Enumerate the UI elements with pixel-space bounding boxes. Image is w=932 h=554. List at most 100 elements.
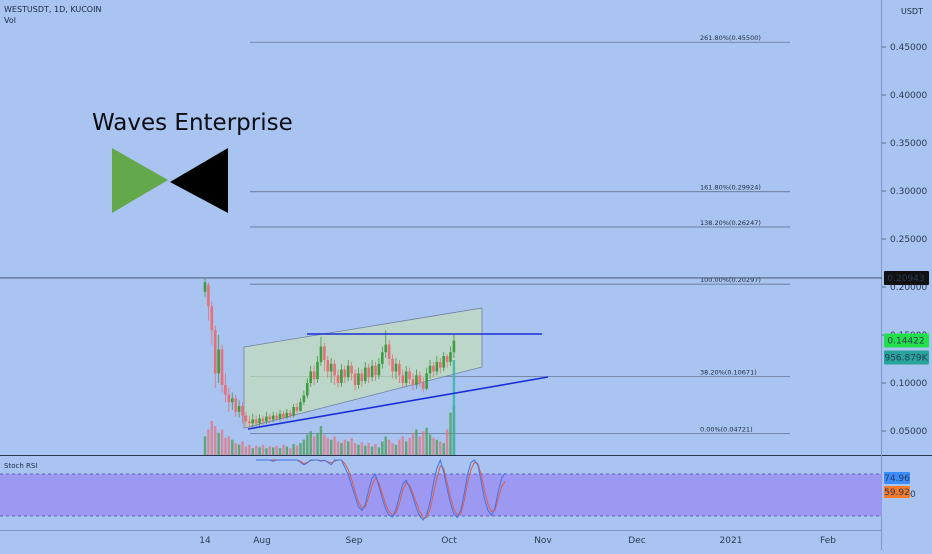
candle-body <box>251 419 255 424</box>
stoch-k-value: 74.96 <box>884 474 910 484</box>
volume-bar <box>282 444 285 455</box>
candle-body <box>203 282 207 292</box>
currency-label: USDT <box>901 7 923 16</box>
volume-label: Vol <box>4 16 16 25</box>
candle-body <box>292 407 295 416</box>
volume-bar <box>442 443 445 455</box>
volume-bar <box>381 441 384 455</box>
candle-body <box>411 379 415 385</box>
candle-body <box>452 340 456 353</box>
candle-body <box>213 330 217 374</box>
candle-body <box>374 365 377 376</box>
candle-body <box>326 359 330 372</box>
volume-bar <box>220 429 224 455</box>
candle-body <box>210 306 214 331</box>
candle-body <box>285 412 289 418</box>
volume-bar <box>224 438 227 455</box>
volume-bar <box>394 444 398 455</box>
volume-bar <box>258 447 261 455</box>
candle-body <box>340 369 343 383</box>
y-tick-label: 0.10000 <box>890 379 927 389</box>
logo-black-triangle <box>170 148 228 213</box>
volume-bar <box>364 445 367 455</box>
candle-body <box>254 419 258 424</box>
candle-body <box>432 365 435 372</box>
candle-body <box>258 418 261 424</box>
candle-body <box>268 416 272 420</box>
candle-body <box>387 344 391 359</box>
candle-body <box>217 349 220 374</box>
volume-bar <box>374 443 377 455</box>
volume-bar <box>309 431 312 455</box>
candle-body <box>391 359 394 372</box>
candle-body <box>421 383 425 389</box>
price-tag-label: 0.20943 <box>887 274 924 284</box>
candle-body <box>282 413 285 418</box>
candle-body <box>271 415 275 420</box>
candle-body <box>265 416 268 422</box>
candle-body <box>230 398 234 403</box>
volume-bar <box>268 446 271 455</box>
volume-bar <box>411 432 415 455</box>
candle-body <box>323 346 326 360</box>
volume-bar <box>217 432 220 455</box>
candle-body <box>316 361 319 380</box>
volume-bar <box>241 441 244 455</box>
volume-bar <box>251 448 254 455</box>
volume-bar <box>347 441 350 455</box>
candle-body <box>319 346 323 362</box>
x-tick-label: Sep <box>346 536 363 546</box>
volume-bar <box>231 439 234 455</box>
x-tick-label: Aug <box>253 536 271 546</box>
volume-bar <box>384 436 387 455</box>
candle-body <box>404 371 408 383</box>
volume-bar <box>432 438 435 455</box>
candle-body <box>227 394 231 403</box>
fib-label: 161.80%(0.29924) <box>700 184 761 192</box>
x-tick-label: Oct <box>441 536 457 546</box>
candle-body <box>367 367 370 378</box>
candle-body <box>261 418 265 422</box>
volume-bar <box>401 436 404 455</box>
fib-label: 100.00%(0.20297) <box>700 276 761 284</box>
candle-body <box>234 398 237 412</box>
candle-body <box>288 412 292 416</box>
candle-body <box>438 361 442 368</box>
volume-bar <box>292 443 295 455</box>
x-tick-label: 2021 <box>720 536 743 546</box>
volume-bar <box>353 443 357 455</box>
candle-body <box>353 373 357 385</box>
symbol-title: WESTUSDT, 1D, KUCOIN <box>4 5 102 14</box>
candle-body <box>394 363 398 372</box>
candle-body <box>360 373 364 382</box>
candle-body <box>241 406 244 416</box>
volume-bar <box>391 443 394 455</box>
volume-bar <box>452 360 456 455</box>
volume-bar <box>207 429 210 455</box>
volume-bar <box>404 441 408 455</box>
volume-bar <box>234 443 237 455</box>
volume-bar <box>316 432 319 455</box>
rsi-band <box>0 474 882 516</box>
candle-body <box>312 371 316 380</box>
volume-bar <box>312 436 316 455</box>
price-tag <box>884 270 929 285</box>
volume-bar <box>323 434 326 455</box>
candle-body <box>449 352 452 362</box>
candle-body <box>207 285 210 307</box>
candle-body <box>357 373 360 385</box>
volume-bar <box>261 444 265 455</box>
stoch-d-tag <box>884 486 910 498</box>
candle-body <box>295 407 299 411</box>
volume-bar <box>326 438 329 455</box>
volume-bar <box>435 439 439 455</box>
volume-bar <box>295 445 299 455</box>
volume-bar <box>340 443 343 455</box>
candle-body <box>384 344 388 353</box>
volume-bar <box>360 442 364 455</box>
volume-bar <box>299 443 302 455</box>
volume-bar <box>377 447 381 455</box>
volume-bar <box>203 436 207 455</box>
